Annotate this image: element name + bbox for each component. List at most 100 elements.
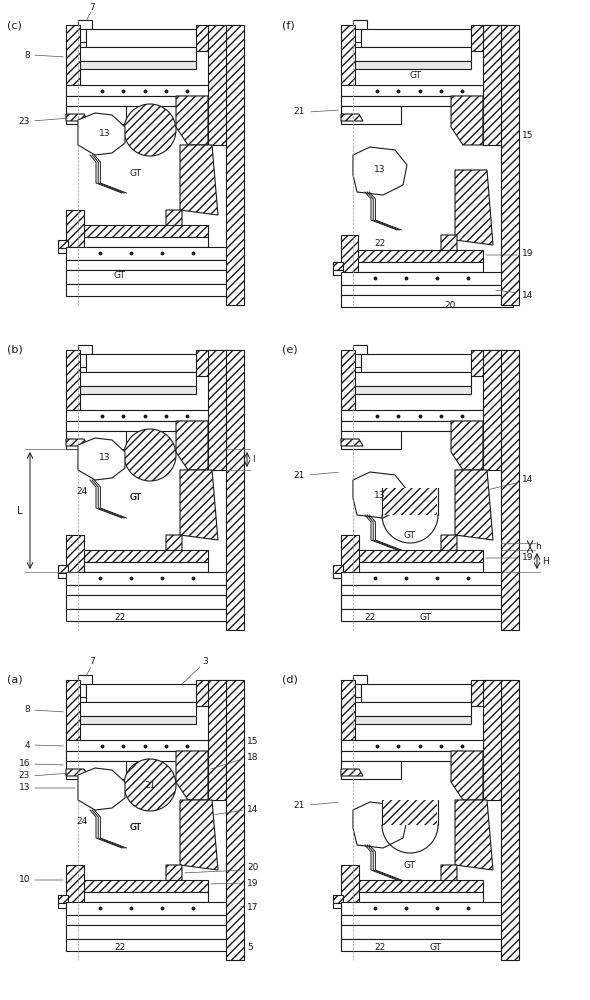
Text: 15: 15 <box>522 130 533 139</box>
Text: 13: 13 <box>374 490 386 499</box>
Bar <box>353 892 483 902</box>
Bar <box>353 386 471 394</box>
Bar <box>208 680 240 800</box>
Bar <box>341 272 513 285</box>
Bar <box>66 939 238 951</box>
Bar <box>66 106 126 124</box>
Bar <box>341 939 513 951</box>
Bar <box>66 210 84 250</box>
Text: GT: GT <box>129 493 141 502</box>
Polygon shape <box>180 470 218 540</box>
Bar <box>341 761 401 779</box>
Bar <box>78 345 86 367</box>
Bar <box>78 20 92 29</box>
Bar <box>78 550 208 562</box>
Bar <box>78 675 92 684</box>
Text: GT: GT <box>129 824 141 832</box>
Bar <box>341 915 513 925</box>
Text: (a): (a) <box>7 675 22 685</box>
Bar <box>86 354 216 372</box>
Polygon shape <box>176 751 208 800</box>
Bar <box>353 702 471 716</box>
Polygon shape <box>166 865 182 885</box>
Polygon shape <box>451 421 483 470</box>
Bar <box>58 565 68 573</box>
Polygon shape <box>66 114 88 121</box>
Bar <box>341 751 505 761</box>
Text: l: l <box>252 455 255 464</box>
Polygon shape <box>451 751 483 800</box>
Text: 14: 14 <box>522 290 533 300</box>
Text: 8: 8 <box>24 706 30 714</box>
Bar <box>208 350 240 470</box>
Bar <box>66 572 238 585</box>
Text: GT: GT <box>114 270 126 279</box>
Bar <box>353 61 471 69</box>
Bar <box>226 25 244 305</box>
Text: 22: 22 <box>375 238 386 247</box>
Bar <box>66 410 230 421</box>
Text: 16: 16 <box>18 760 30 768</box>
Text: 13: 13 <box>18 784 30 792</box>
Bar <box>353 550 483 562</box>
Bar <box>78 225 208 237</box>
Bar <box>353 345 361 367</box>
Text: 20: 20 <box>247 863 258 872</box>
Bar <box>353 345 367 354</box>
Bar <box>333 573 343 578</box>
Polygon shape <box>441 865 457 885</box>
Bar <box>353 262 483 272</box>
Bar <box>86 29 216 47</box>
Bar <box>361 29 491 47</box>
Bar <box>341 410 505 421</box>
Circle shape <box>124 759 176 811</box>
Bar <box>333 565 343 573</box>
Bar <box>341 235 358 275</box>
Bar <box>501 25 519 305</box>
Bar <box>361 354 491 372</box>
Bar <box>78 61 196 69</box>
Polygon shape <box>441 535 457 555</box>
Bar <box>353 372 471 386</box>
Polygon shape <box>176 96 208 145</box>
Text: L: L <box>17 506 22 516</box>
Text: GT: GT <box>129 168 141 178</box>
Text: 19: 19 <box>247 879 258 888</box>
Bar <box>66 421 230 431</box>
Text: 14: 14 <box>247 806 258 814</box>
Bar <box>341 572 513 585</box>
Bar <box>353 675 367 684</box>
Bar <box>333 270 343 275</box>
Text: 8: 8 <box>24 50 30 60</box>
Bar <box>66 680 80 740</box>
Bar <box>66 350 80 410</box>
Bar <box>208 25 240 145</box>
Text: (d): (d) <box>282 675 298 685</box>
Bar <box>58 895 68 903</box>
Bar <box>226 680 244 960</box>
Text: GT: GT <box>404 530 416 540</box>
Bar <box>66 761 126 779</box>
Bar <box>483 680 515 800</box>
Polygon shape <box>383 800 437 825</box>
Circle shape <box>124 429 176 481</box>
Bar <box>471 25 501 51</box>
Bar <box>341 431 401 449</box>
Bar <box>353 20 367 29</box>
Bar <box>66 865 84 905</box>
Polygon shape <box>341 114 363 121</box>
Text: 24: 24 <box>76 818 88 826</box>
Text: 21: 21 <box>294 471 305 480</box>
Bar <box>196 350 226 376</box>
Bar <box>78 47 196 61</box>
Bar <box>361 684 491 702</box>
Bar <box>501 680 519 960</box>
Bar <box>353 250 483 262</box>
Bar <box>353 47 471 61</box>
Bar <box>66 740 230 751</box>
Bar <box>86 684 216 702</box>
Bar <box>341 295 513 307</box>
Bar <box>226 350 244 630</box>
Bar <box>341 96 505 106</box>
Text: 3: 3 <box>202 658 208 666</box>
